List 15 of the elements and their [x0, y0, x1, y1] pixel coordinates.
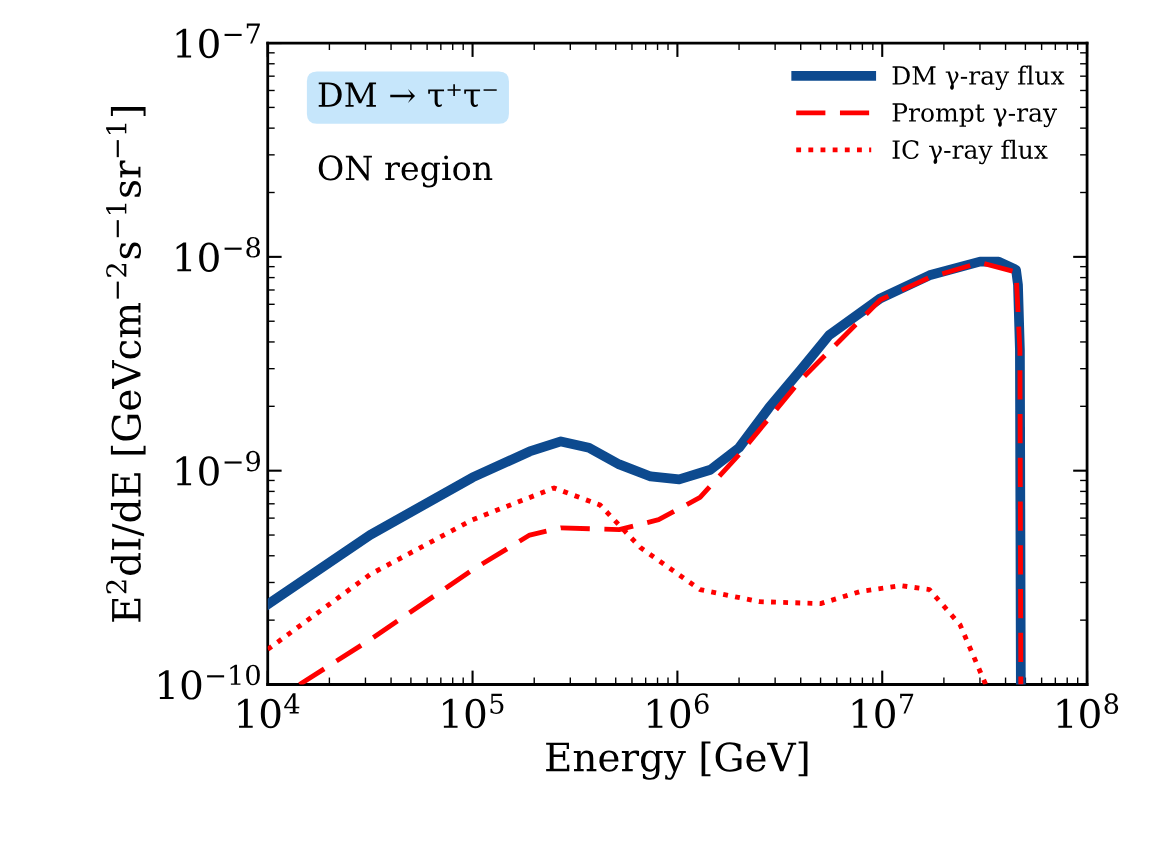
annotation: DM → τ⁺τ⁻ — [318, 82, 497, 107]
x-tick-label: 10$^{5}$ — [443, 693, 504, 729]
x-axis-title: Energy [GeV] — [546, 741, 808, 780]
legend-label: Prompt γ-ray — [892, 103, 1058, 128]
x-tick-label: 10$^{8}$ — [1057, 693, 1119, 729]
x-tick-label: 10$^{7}$ — [852, 693, 914, 729]
legend-label: DM γ-ray flux — [892, 65, 1065, 91]
x-tick-label: 10$^{4}$ — [238, 693, 300, 729]
legend-label: IC γ-ray flux — [892, 139, 1048, 165]
y-tick-label: 10$^{−9}$ — [176, 450, 260, 486]
y-tick-label: 10$^{−8}$ — [176, 237, 260, 272]
annotation: ON region — [318, 155, 493, 188]
x-tick-label: 10$^{6}$ — [647, 693, 709, 729]
y-tick-label: 10$^{−7}$ — [176, 23, 260, 59]
text: E$^{2}$dI/dE [GeVcm$^{−2}$s$^{−1}$sr$^{−1}$] — [106, 107, 146, 622]
